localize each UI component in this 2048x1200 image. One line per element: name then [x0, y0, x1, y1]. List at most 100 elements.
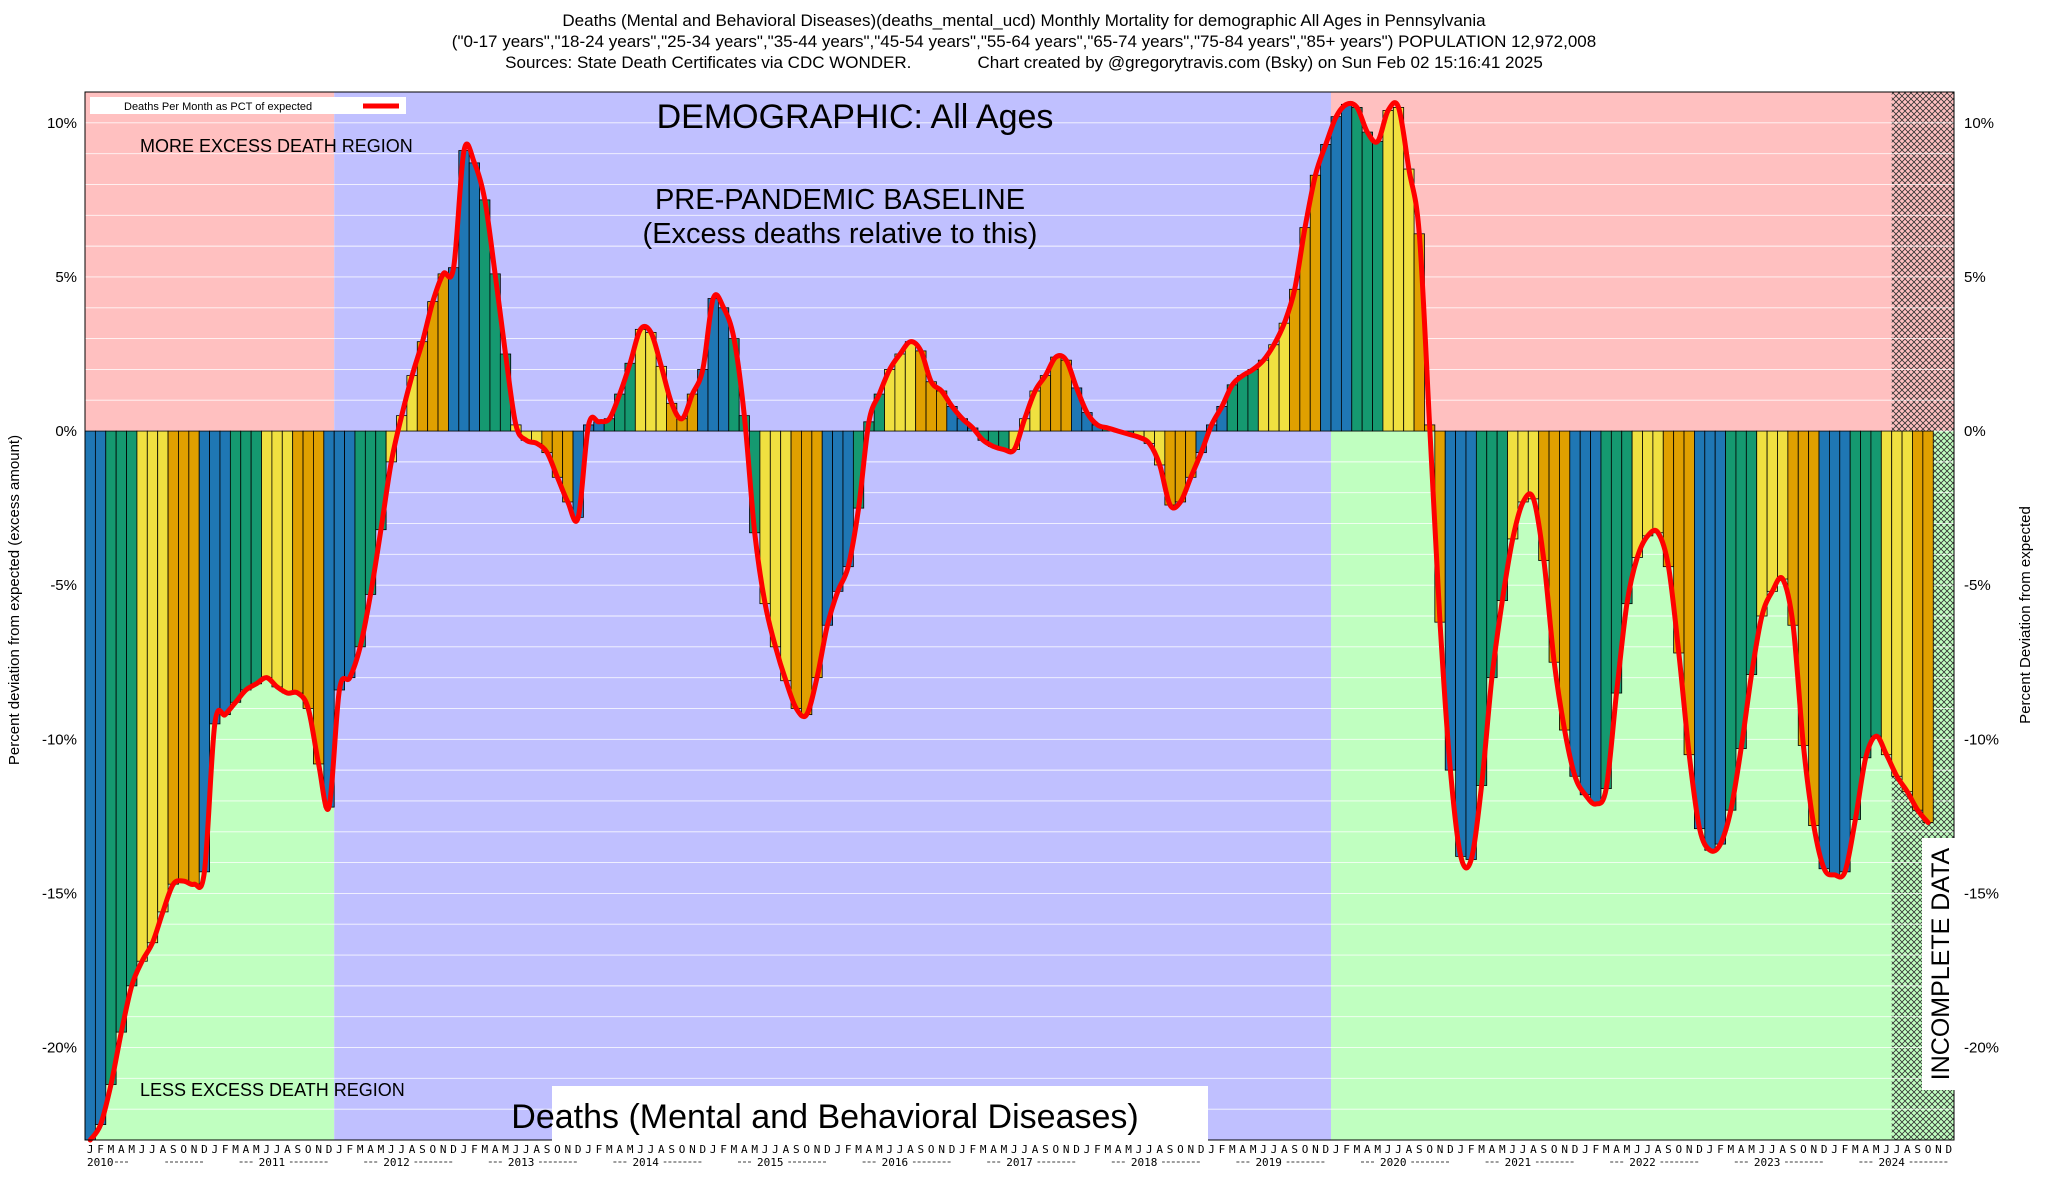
year-tick-label: 2021 — [1505, 1156, 1532, 1169]
bar — [1268, 344, 1280, 432]
month-tick-label: M — [1624, 1143, 1631, 1156]
month-tick-label: J — [523, 1143, 530, 1156]
month-tick-label: A — [1862, 1143, 1869, 1156]
month-tick-label: J — [1759, 1143, 1766, 1156]
year-label-bg — [1624, 1155, 1661, 1169]
month-tick-label: S — [295, 1143, 302, 1156]
month-tick-label: J — [1271, 1143, 1278, 1156]
less-excess-region-label: LESS EXCESS DEATH REGION — [140, 1080, 405, 1100]
bar — [313, 430, 325, 765]
year-label-bg — [129, 1155, 166, 1169]
month-tick-label: F — [845, 1143, 852, 1156]
month-tick-label: J — [762, 1143, 769, 1156]
month-tick-label: S — [1167, 1143, 1174, 1156]
chart-title-line3: Sources: State Death Certificates via CD… — [505, 53, 1543, 72]
month-tick-label: A — [1239, 1143, 1246, 1156]
month-tick-label: F — [346, 1143, 353, 1156]
left-axis-title: Percent deviation from expected (excess … — [6, 435, 23, 765]
month-tick-label: S — [1914, 1143, 1921, 1156]
month-tick-label: O — [430, 1143, 437, 1156]
bar — [1340, 103, 1353, 432]
month-tick-label: D — [949, 1143, 956, 1156]
month-tick-label: J — [149, 1143, 156, 1156]
month-tick-label: A — [367, 1143, 374, 1156]
month-tick-label: N — [1188, 1143, 1195, 1156]
month-tick-label: S — [1416, 1143, 1423, 1156]
bar — [1237, 375, 1249, 432]
bar — [1860, 430, 1872, 759]
bar — [780, 430, 792, 682]
month-tick-label: J — [1831, 1143, 1838, 1156]
month-tick-label: A — [492, 1143, 499, 1156]
month-tick-label: F — [471, 1143, 478, 1156]
y-tick-label-left: 0% — [55, 423, 77, 440]
month-tick-label: J — [211, 1143, 218, 1156]
month-tick-label: M — [1374, 1143, 1381, 1156]
month-tick-label: J — [513, 1143, 520, 1156]
month-tick-label: A — [1738, 1143, 1745, 1156]
month-tick-label: A — [118, 1143, 125, 1156]
month-tick-label: F — [1468, 1143, 1475, 1156]
month-tick-label: D — [699, 1143, 706, 1156]
bar — [1579, 430, 1591, 796]
month-tick-label: A — [741, 1143, 748, 1156]
month-tick-label: A — [783, 1143, 790, 1156]
bar — [94, 430, 107, 1125]
bar — [292, 430, 304, 694]
legend-label: Deaths Per Month as PCT of expected — [124, 101, 312, 113]
bar — [1714, 430, 1726, 845]
month-tick-label: A — [1904, 1143, 1911, 1156]
month-tick-label: J — [274, 1143, 281, 1156]
month-tick-label: A — [658, 1143, 665, 1156]
bar — [1382, 110, 1394, 432]
bar — [240, 430, 252, 691]
month-tick-label: M — [108, 1143, 115, 1156]
bar — [448, 267, 460, 432]
month-tick-label: M — [502, 1143, 509, 1156]
month-tick-label: S — [793, 1143, 800, 1156]
month-tick-label: O — [1426, 1143, 1433, 1156]
month-tick-label: J — [1333, 1143, 1340, 1156]
bar — [302, 430, 314, 709]
bar — [437, 273, 449, 432]
bar — [105, 430, 117, 1085]
month-tick-label: J — [1582, 1143, 1589, 1156]
bar — [1652, 430, 1664, 534]
bar — [1050, 356, 1062, 432]
month-tick-label: F — [969, 1143, 976, 1156]
y-tick-label-right: -20% — [1964, 1040, 1999, 1057]
bar — [271, 430, 283, 688]
year-label-bg — [503, 1155, 540, 1169]
month-tick-label: J — [648, 1143, 655, 1156]
month-tick-label: F — [1219, 1143, 1226, 1156]
bar — [1829, 430, 1841, 876]
bar — [167, 430, 179, 885]
bar — [790, 430, 802, 709]
bar — [1631, 430, 1643, 558]
month-tick-label: M — [1499, 1143, 1506, 1156]
y-tick-label-left: -10% — [42, 731, 77, 748]
bar — [1777, 430, 1789, 580]
month-tick-label: M — [1852, 1143, 1859, 1156]
month-tick-label: N — [1063, 1143, 1070, 1156]
month-tick-label: J — [1385, 1143, 1392, 1156]
incomplete-label: INCOMPLETE DATA — [1927, 847, 1955, 1080]
year-tick-label: 2018 — [1131, 1156, 1158, 1169]
month-tick-label: S — [1291, 1143, 1298, 1156]
bar — [801, 430, 813, 716]
y-tick-label-right: -10% — [1964, 731, 1999, 748]
year-label-bg — [876, 1155, 913, 1169]
month-tick-label: D — [201, 1143, 208, 1156]
month-tick-label: S — [668, 1143, 675, 1156]
bar — [1403, 168, 1415, 432]
bar — [1330, 116, 1342, 432]
month-tick-label: N — [191, 1143, 198, 1156]
year-label-bg — [378, 1155, 415, 1169]
month-tick-label: D — [1198, 1143, 1205, 1156]
excess-region-left — [85, 92, 335, 432]
more-excess-region-label: MORE EXCESS DEATH REGION — [140, 136, 413, 156]
year-tick-label: 2019 — [1255, 1156, 1282, 1169]
incomplete-label-group: INCOMPLETE DATA — [1922, 838, 1958, 1090]
bar — [136, 430, 148, 962]
month-tick-label: J — [1136, 1143, 1143, 1156]
